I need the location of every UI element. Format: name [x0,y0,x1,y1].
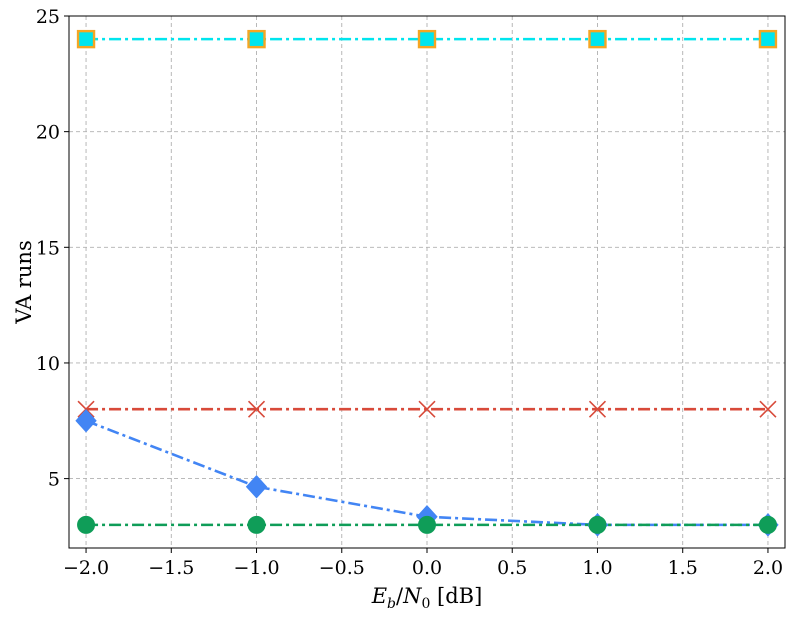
data-point-cyan [76,29,96,49]
data-point-red [418,400,436,418]
x-label-n: N [402,584,422,608]
data-point-cyan [417,29,437,49]
ticks: −2.0 −1.5 −1.0 −0.5 0.0 0.5 1.0 1.5 2.0 5 10 15 20 25 [36,6,783,579]
data-point-green [247,515,266,534]
x-tick-label: 2.0 [753,557,783,579]
x-label-e: E [371,584,387,608]
x-tick-label: 0.0 [412,557,442,579]
data-point-red [247,400,266,418]
x-tick-label: 0.5 [497,557,527,579]
x-tick-label: −2.0 [63,557,109,579]
data-point-cyan [588,29,607,49]
y-tick-label: 25 [36,6,60,28]
data-point-cyan [247,29,266,49]
data-point-green [77,515,96,534]
x-label-b-subscript: b [387,596,396,612]
x-tick-label: −0.5 [319,557,365,579]
data-point-red [588,400,607,418]
data-point-green [588,515,607,534]
x-label-unit: [dB] [430,584,482,608]
data-point-green [418,515,436,534]
y-tick-label: 15 [36,237,60,259]
x-axis-label: Eb/N0 [dB] [371,584,483,612]
y-axis-label: VA runs [12,240,36,324]
y-tick-label: 10 [36,353,60,375]
series-layer [75,29,779,537]
data-point-blue [245,474,268,499]
data-point-green [758,515,777,534]
y-tick-label: 5 [48,469,60,491]
data-point-blue [75,409,97,433]
y-tick-label: 20 [36,122,60,144]
x-tick-label: 1.5 [668,557,698,579]
x-label-zero-subscript: 0 [421,596,430,612]
data-point-red [759,400,777,418]
data-point-cyan [758,29,778,49]
x-tick-label: −1.5 [148,557,194,579]
x-tick-label: −1.0 [233,557,279,579]
x-tick-label: 1.0 [582,557,612,579]
x-label-slash: / [396,584,404,608]
